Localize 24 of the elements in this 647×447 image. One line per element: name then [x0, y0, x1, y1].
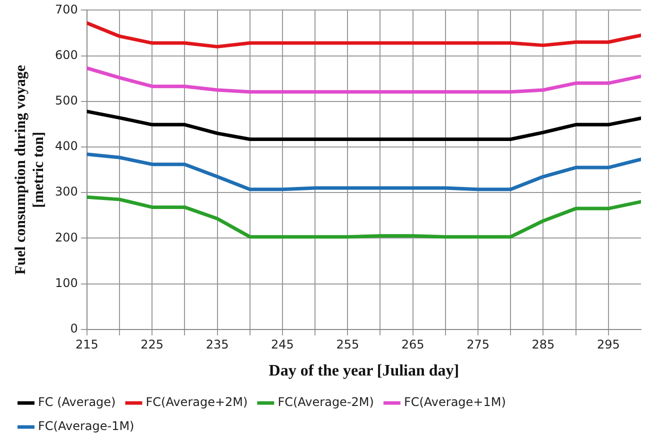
- x-tick-label: 245: [271, 338, 294, 352]
- y-tick-label: 200: [55, 230, 78, 244]
- x-tick-label: 225: [140, 338, 164, 352]
- y-tick-label: 0: [70, 322, 78, 336]
- legend-label: FC(Average-2M): [278, 395, 374, 410]
- x-tick-label: 265: [401, 338, 424, 352]
- y-tick-label: 500: [55, 94, 78, 108]
- legend-label: FC(Average+1M): [404, 395, 506, 410]
- y-tick-label: 100: [55, 276, 78, 290]
- x-tick-label: 275: [466, 338, 490, 352]
- legend-label: FC (Average): [38, 395, 116, 410]
- x-tick-label: 285: [532, 338, 555, 352]
- y-axis-title: Fuel consumption during voyage [metric ton]: [12, 64, 47, 275]
- x-tick-label: 255: [336, 338, 360, 352]
- legend-label: FC(Average-1M): [38, 419, 134, 434]
- y-tick-label: 700: [55, 2, 78, 16]
- x-axis-title: Day of the year [Julian day]: [268, 362, 460, 380]
- y-tick-label: 600: [55, 48, 78, 62]
- y-tick-label: 300: [55, 184, 78, 199]
- x-tick-label: 235: [206, 338, 229, 352]
- x-tick-label: 215: [75, 338, 98, 352]
- y-tick-label: 400: [55, 139, 78, 154]
- x-tick-label: 295: [596, 338, 620, 352]
- legend-label: FC(Average+2M): [146, 395, 248, 410]
